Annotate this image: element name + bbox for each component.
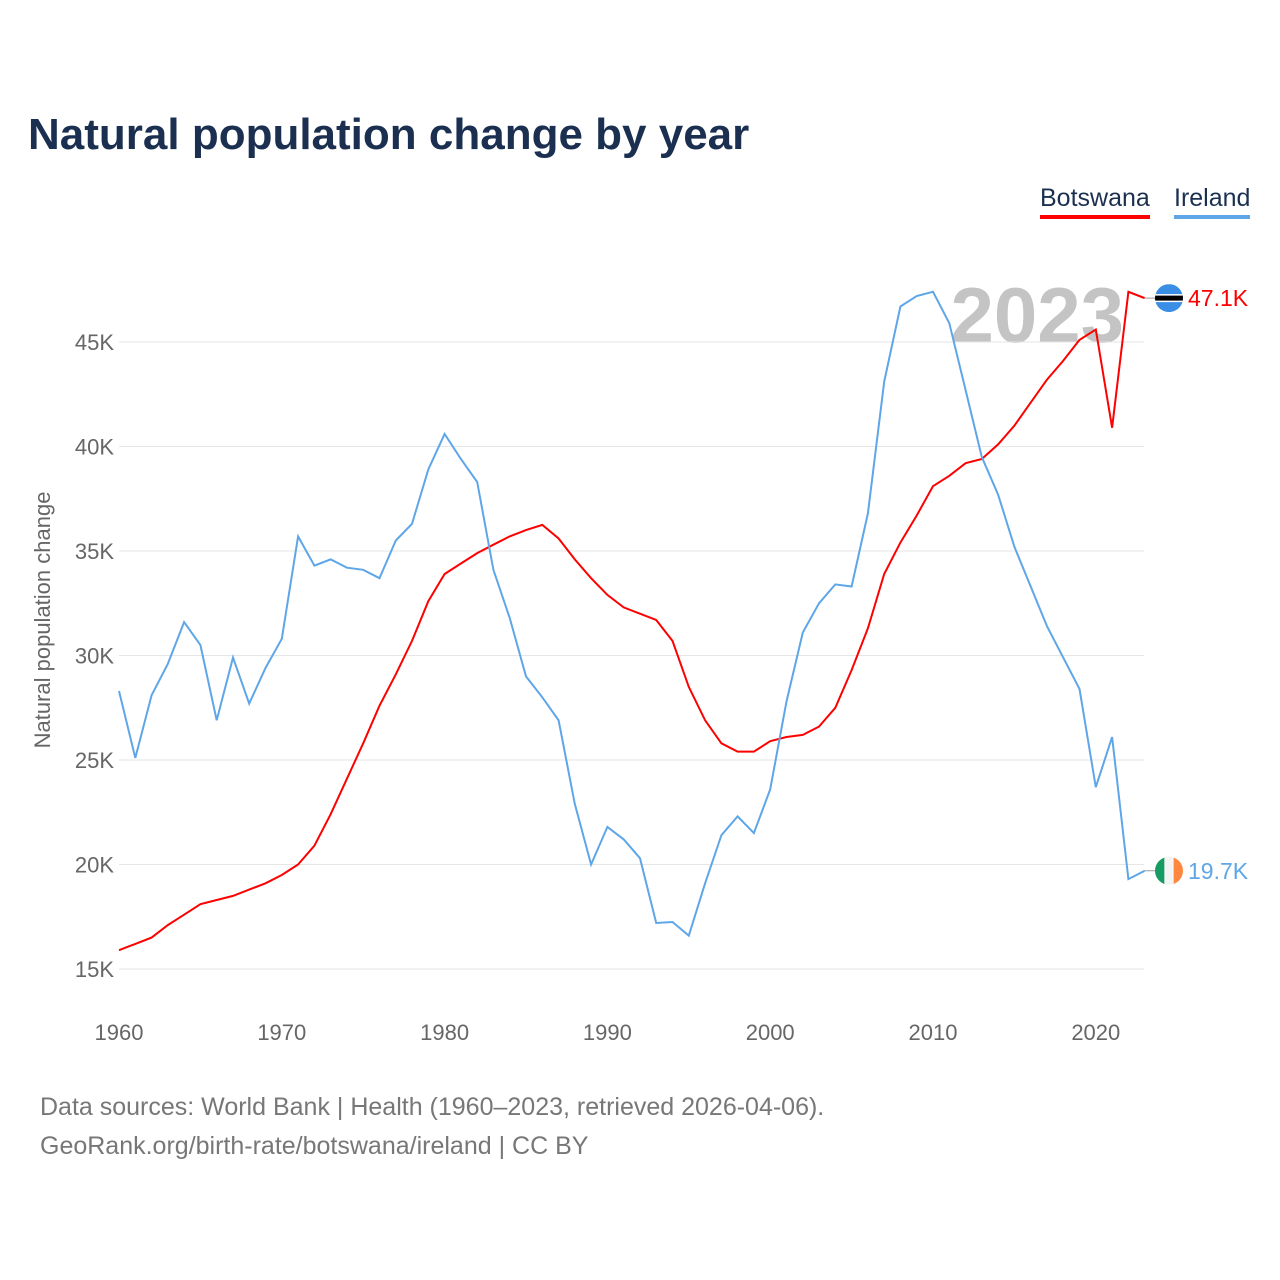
legend-botswana[interactable]: Botswana bbox=[1040, 184, 1150, 219]
flag-stripe bbox=[1155, 856, 1165, 885]
source-line-2[interactable]: GeoRank.org/birth-rate/botswana/ireland … bbox=[40, 1132, 589, 1160]
legend-ireland[interactable]: Ireland bbox=[1174, 184, 1251, 219]
flag-stripe bbox=[1155, 295, 1183, 301]
x-tick-label: 2020 bbox=[1071, 1020, 1120, 1045]
y-tick-label: 35K bbox=[75, 539, 114, 564]
series-line-ireland bbox=[118, 290, 1146, 938]
y-tick-label: 20K bbox=[75, 853, 114, 878]
y-tick-label: 45K bbox=[75, 330, 114, 355]
y-tick-label: 30K bbox=[75, 644, 114, 669]
flag-stripe bbox=[1173, 856, 1183, 885]
end-value-label: 47.1K bbox=[1188, 285, 1249, 311]
flag-ireland-icon bbox=[1155, 856, 1183, 885]
flag-botswana-icon bbox=[1155, 284, 1183, 313]
source-note: Data sources: World Bank | Health (1960–… bbox=[40, 1088, 824, 1166]
y-tick-label: 25K bbox=[75, 748, 114, 773]
year-watermark: 2023 bbox=[950, 271, 1124, 359]
x-tick-label: 1970 bbox=[257, 1020, 306, 1045]
source-line-1: Data sources: World Bank | Health (1960–… bbox=[40, 1093, 825, 1121]
x-tick-label: 1990 bbox=[583, 1020, 632, 1045]
flag-stripe bbox=[1164, 856, 1175, 885]
end-value-label: 19.7K bbox=[1188, 858, 1249, 884]
chart-title: Natural population change by year bbox=[28, 110, 750, 159]
x-tick-label: 2010 bbox=[909, 1020, 958, 1045]
series-line-botswana bbox=[118, 290, 1145, 952]
y-tick-label: 15K bbox=[75, 957, 114, 982]
x-tick-label: 2000 bbox=[746, 1020, 795, 1045]
x-tick-label: 1980 bbox=[420, 1020, 469, 1045]
y-tick-label: 40K bbox=[75, 435, 114, 460]
y-axis-label: Natural population change bbox=[30, 492, 55, 749]
x-tick-label: 1960 bbox=[95, 1020, 144, 1045]
